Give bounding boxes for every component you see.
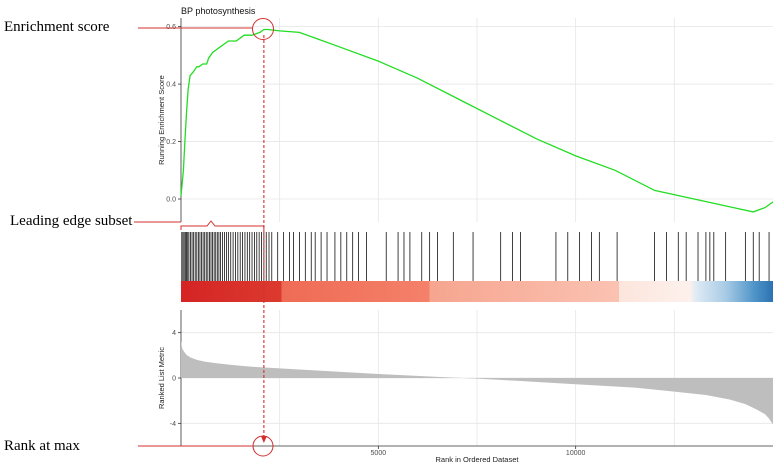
rank-at-max-arrowhead xyxy=(260,436,267,443)
grid-layer xyxy=(181,18,773,446)
annotations: Enrichment score Leading edge subset Ran… xyxy=(4,18,274,457)
ranked-list-metric-panel: -4 0 4 5000 10000 Ranked List Metric Rank i… xyxy=(157,310,773,464)
metric-y-tick-label: 4 xyxy=(172,330,176,337)
gene-hits-panel xyxy=(181,232,773,302)
metric-y-axis-label: Ranked List Metric xyxy=(157,347,166,409)
metric-y-ticks: -4 0 4 xyxy=(170,330,181,428)
plot-title: BP photosynthesis xyxy=(181,6,256,16)
leading-edge-brace xyxy=(180,220,265,230)
rank-at-max-label: Rank at max xyxy=(4,438,80,454)
metric-y-tick-label: 0 xyxy=(172,376,176,383)
es-y-axis-label: Running Enrichment Score xyxy=(157,75,166,165)
es-y-tick-label: 0.4 xyxy=(166,82,176,89)
leading-edge-label: Leading edge subset xyxy=(10,213,133,229)
gene-hit-lines xyxy=(181,232,770,281)
rank-at-max-marker xyxy=(252,435,274,457)
rank-gradient-bar xyxy=(181,281,773,302)
x-tick-label: 5000 xyxy=(371,450,387,457)
running-enrichment-line xyxy=(180,28,774,213)
enrichment-score-marker xyxy=(252,18,274,40)
running-enrichment-panel: 0.00.20.40.6 Running Enrichment Score BP… xyxy=(157,6,774,222)
ranked-list-metric-area xyxy=(181,340,773,425)
metric-y-tick-label: -4 xyxy=(170,421,176,428)
es-y-ticks: 0.00.20.40.6 xyxy=(166,24,181,204)
es-y-tick-label: 0.2 xyxy=(166,139,176,146)
x-tick-label: 10000 xyxy=(566,450,586,457)
enrichment-score-label: Enrichment score xyxy=(4,19,110,35)
x-ticks: 5000 10000 xyxy=(371,446,586,457)
x-axis-label: Rank in Ordered Dataset xyxy=(436,455,520,464)
es-y-tick-label: 0.0 xyxy=(166,197,176,204)
